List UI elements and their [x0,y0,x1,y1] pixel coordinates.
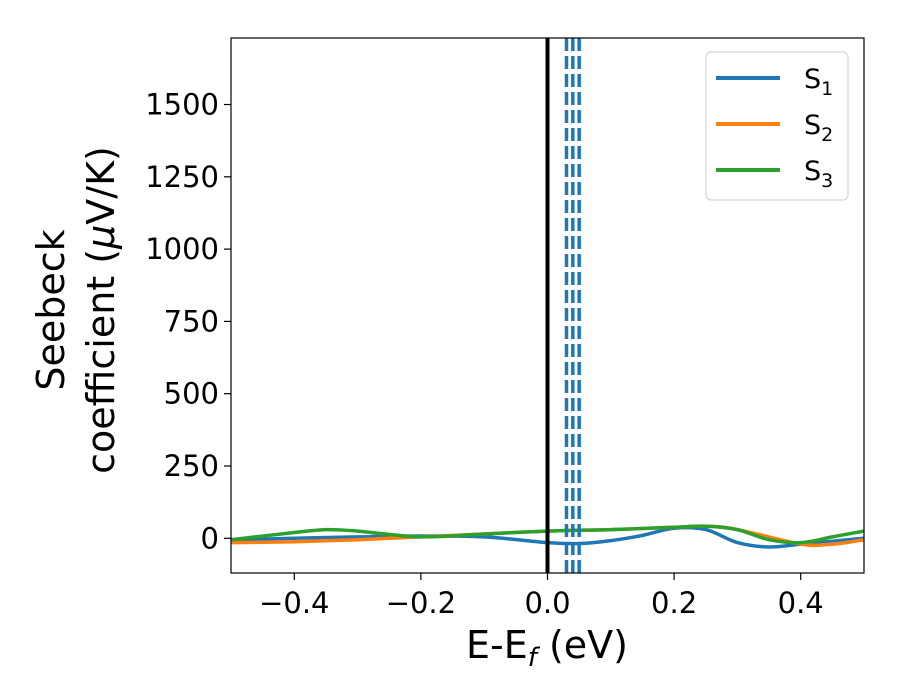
y-tick-label: 750 [164,304,219,338]
svg-text:Seebeck: Seebeck [29,229,73,390]
x-axis-ticks: −0.4 −0.2 0.0 0.2 0.4 [259,573,824,620]
legend-label-s3: S3 [804,156,833,192]
x-tick-label: 0.0 [524,586,570,620]
y-tick-label: 1250 [145,160,219,194]
svg-text:coefficient (μV/K): coefficient (μV/K) [79,146,123,474]
legend: S1 S2 S3 [705,51,849,201]
x-tick-label: −0.2 [386,586,456,620]
legend-label-s1: S1 [804,64,833,100]
y-tick-label: 500 [164,377,219,411]
plot-area [231,38,864,573]
y-tick-label: 1500 [145,88,219,122]
y-axis-title: Seebeck coefficient (μV/K) [29,146,123,474]
legend-label-s2: S2 [804,110,833,146]
y-tick-label: 1000 [145,232,219,266]
y-tick-label: 0 [201,521,219,555]
x-tick-label: 0.4 [778,586,824,620]
x-tick-label: −0.4 [259,586,329,620]
x-axis-title: E-Ef (eV) [466,623,628,673]
y-tick-label: 250 [164,449,219,483]
x-tick-label: 0.2 [651,586,697,620]
series-line-s1 [231,525,864,549]
series-line-s3 [231,524,864,545]
y-axis-ticks: 0 250 500 750 1000 1250 1500 [145,88,231,555]
